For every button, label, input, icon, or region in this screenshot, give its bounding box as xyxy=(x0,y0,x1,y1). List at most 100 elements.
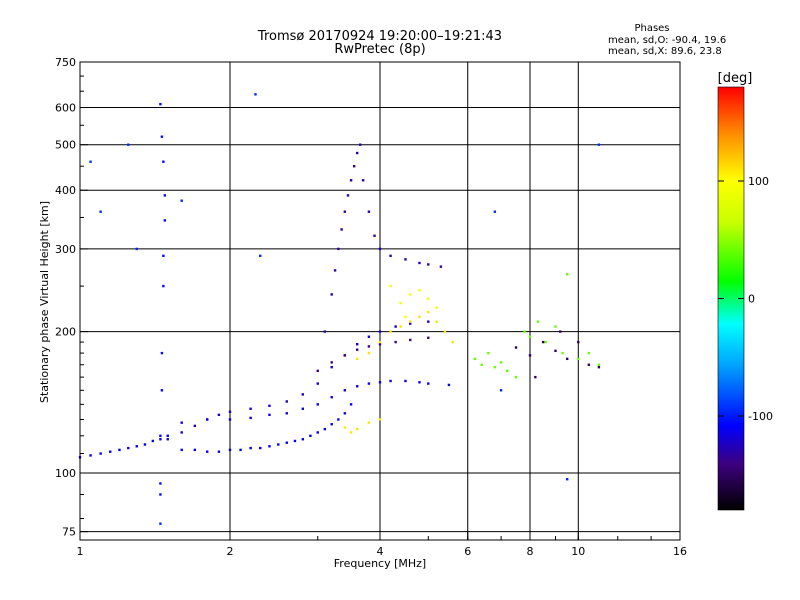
data-point xyxy=(427,297,430,300)
data-point xyxy=(135,445,138,448)
data-point xyxy=(544,340,547,344)
data-point xyxy=(389,379,392,383)
data-point xyxy=(565,478,569,481)
data-point xyxy=(427,320,430,323)
data-point xyxy=(587,363,591,366)
data-point xyxy=(343,210,347,213)
data-point xyxy=(418,289,421,292)
data-point xyxy=(159,482,162,485)
x-axis-label: Frequency [MHz] xyxy=(334,557,426,570)
data-point xyxy=(180,431,183,434)
data-point xyxy=(99,452,102,455)
data-point xyxy=(352,164,356,168)
x-tick-label: 10 xyxy=(571,545,585,558)
data-point xyxy=(343,426,347,429)
data-point xyxy=(330,365,333,369)
data-point xyxy=(493,365,497,369)
y-tick-label: 600 xyxy=(55,102,76,115)
data-point xyxy=(389,330,392,333)
data-point xyxy=(554,349,557,353)
data-point xyxy=(109,450,112,453)
data-point xyxy=(346,194,350,197)
data-point xyxy=(180,421,183,424)
data-point xyxy=(166,434,169,438)
data-point xyxy=(378,381,382,384)
data-point xyxy=(316,382,319,385)
x-axis-ticks: 1 2 4 6 8 10 16 xyxy=(77,532,687,558)
data-point xyxy=(340,228,343,231)
data-point xyxy=(337,247,340,251)
data-point xyxy=(333,269,337,272)
data-point xyxy=(427,336,430,340)
data-point xyxy=(228,448,232,452)
data-point xyxy=(378,418,382,421)
data-point xyxy=(259,446,262,450)
data-point xyxy=(277,443,280,446)
data-point xyxy=(404,379,407,383)
data-point xyxy=(355,151,359,155)
data-point xyxy=(554,325,557,328)
data-point xyxy=(597,363,601,366)
data-point xyxy=(193,424,197,428)
data-point xyxy=(378,330,382,333)
data-point xyxy=(268,445,271,448)
x-tick-label: 6 xyxy=(464,545,471,558)
data-point xyxy=(355,348,359,351)
data-point xyxy=(127,143,130,146)
stats-heading: Phases xyxy=(634,23,669,34)
y-tick-label: 75 xyxy=(62,526,76,539)
data-point xyxy=(343,412,347,415)
data-point xyxy=(316,369,319,373)
data-point xyxy=(399,325,402,328)
data-point xyxy=(409,338,412,342)
data-point xyxy=(514,346,518,349)
data-point xyxy=(89,454,92,457)
data-point xyxy=(409,320,412,323)
data-point xyxy=(285,441,288,444)
y-axis-label: Stationary phase Virtual Height [km] xyxy=(38,201,51,403)
data-point xyxy=(160,135,164,138)
data-point xyxy=(228,410,232,413)
data-point xyxy=(367,210,371,213)
colorbar-label: [deg] xyxy=(718,71,753,86)
stats-o-mode: mean, sd,O: -90.4, 19.6 xyxy=(608,35,726,46)
data-point xyxy=(597,365,601,369)
data-point xyxy=(316,403,319,406)
data-point xyxy=(159,434,162,438)
data-point xyxy=(330,396,333,399)
y-tick-label: 750 xyxy=(55,56,76,69)
data-point xyxy=(439,265,443,268)
y-axis-ticks: 75 100 200 300 400 500 600 750 xyxy=(55,56,88,539)
data-point xyxy=(228,418,232,421)
data-point xyxy=(427,382,430,385)
data-point xyxy=(349,403,353,406)
y-tick-label: 500 xyxy=(55,139,76,152)
data-point xyxy=(358,143,362,146)
data-point xyxy=(259,254,262,258)
data-point xyxy=(166,438,169,441)
data-point xyxy=(528,354,532,357)
data-point xyxy=(127,446,130,450)
data-point xyxy=(473,357,477,361)
data-point xyxy=(378,247,382,251)
x-tick-label: 16 xyxy=(673,545,687,558)
data-point xyxy=(205,418,209,421)
data-point xyxy=(349,179,353,182)
data-point xyxy=(330,423,333,426)
data-point xyxy=(523,330,526,333)
data-point xyxy=(118,448,121,452)
data-point xyxy=(159,438,162,441)
data-point xyxy=(443,330,447,333)
data-point xyxy=(404,315,407,319)
data-point xyxy=(399,301,402,305)
data-point xyxy=(254,93,257,96)
data-point xyxy=(301,393,305,396)
data-point xyxy=(323,330,327,333)
data-point xyxy=(160,351,164,355)
data-point xyxy=(367,421,371,424)
data-point xyxy=(427,310,430,314)
data-point xyxy=(418,381,421,384)
x-tick-label: 1 xyxy=(77,545,84,558)
colorbar-ticks: 100 0 -100 xyxy=(718,175,773,423)
y-tick-label: 100 xyxy=(55,467,76,480)
